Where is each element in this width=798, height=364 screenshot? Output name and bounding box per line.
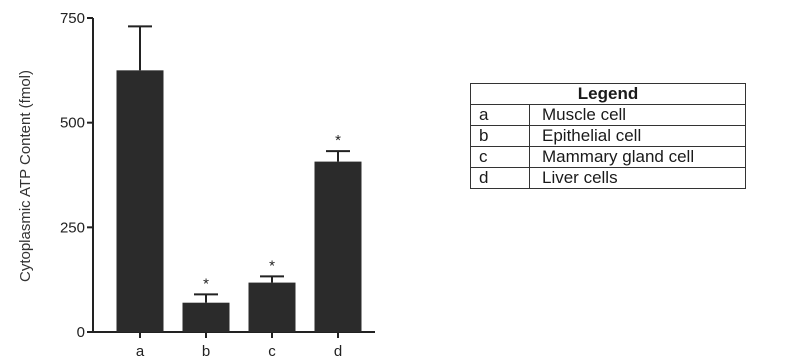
- x-tick-label: d: [334, 343, 342, 360]
- legend-row: a Muscle cell: [470, 104, 746, 126]
- bar-chart: Cytoplasmic ATP Content (fmol) 0 250 500 75…: [17, 10, 375, 360]
- significance-marker: *: [203, 275, 209, 292]
- bars: * * *: [116, 25, 362, 332]
- legend-label: Epithelial cell: [529, 125, 746, 147]
- significance-marker: *: [335, 132, 341, 149]
- y-tick-label: 250: [60, 219, 85, 236]
- legend-row: c Mammary gland cell: [470, 146, 746, 168]
- legend-key: d: [470, 167, 530, 189]
- bar: [248, 282, 296, 332]
- legend-key: b: [470, 125, 530, 147]
- y-tick-label: 0: [77, 324, 85, 341]
- bar: [182, 302, 230, 332]
- x-tick-label: c: [268, 343, 276, 360]
- y-axis-label: Cytoplasmic ATP Content (fmol): [17, 70, 34, 282]
- y-tick-label: 500: [60, 115, 85, 132]
- legend-label: Mammary gland cell: [529, 146, 746, 168]
- legend-label: Muscle cell: [529, 104, 746, 126]
- y-tick-label: 750: [60, 10, 85, 27]
- legend-table: Legend a Muscle cell b Epithelial cell c…: [470, 83, 746, 189]
- x-tick-label: a: [136, 343, 145, 360]
- legend-key: c: [470, 146, 530, 168]
- bar: [314, 161, 362, 332]
- legend-label: Liver cells: [529, 167, 746, 189]
- significance-marker: *: [269, 257, 275, 274]
- legend-key: a: [470, 104, 530, 126]
- legend-row: d Liver cells: [470, 167, 746, 189]
- bar: [116, 70, 164, 332]
- legend-row: b Epithelial cell: [470, 125, 746, 147]
- x-tick-label: b: [202, 343, 210, 360]
- legend-header-row: Legend: [470, 83, 746, 105]
- legend-title: Legend: [470, 83, 746, 105]
